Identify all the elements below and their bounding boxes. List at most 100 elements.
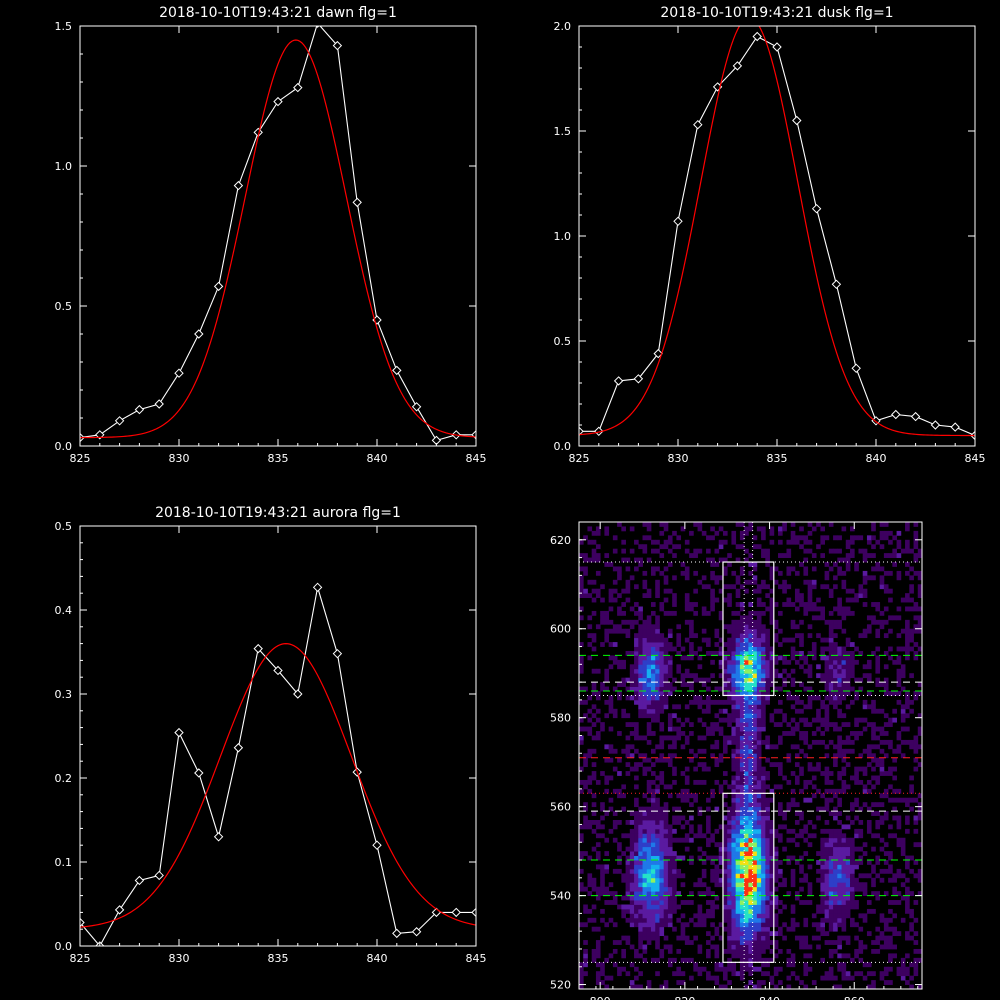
heatmap-cell [756,766,762,772]
heatmap-cell [629,811,635,816]
heatmap-cell [833,686,838,692]
heatmap-cell [727,900,732,905]
heatmap-cell [646,846,652,852]
heatmap-cell [655,940,660,945]
heatmap-cell [689,793,694,799]
heatmap-cell [591,579,597,585]
heatmap-cell [756,646,762,652]
heatmap-cell [689,802,694,808]
heatmap-cell [706,726,711,732]
heatmap-cell [591,775,597,781]
heatmap-cell [646,819,652,825]
heatmap-cell [765,913,770,919]
heatmap-cell [655,971,660,977]
heatmap-cell [875,895,881,901]
heatmap-cell [773,673,779,679]
heatmap-cell [655,744,660,750]
heatmap-cell [680,722,686,727]
heatmap-cell [655,931,660,937]
heatmap-cell [722,699,728,705]
heatmap-cell [612,566,618,572]
heatmap-cell [655,548,660,554]
heatmap-cell [888,957,893,963]
heatmap-cell [879,610,885,616]
heatmap-cell [888,953,893,959]
heatmap-cell [854,833,859,839]
heatmap-cell [672,597,677,603]
heatmap-cell [841,953,847,959]
heatmap-cell [659,877,665,883]
heatmap-cell [663,677,669,683]
heatmap-cell [828,966,834,972]
heatmap-cell [583,922,588,928]
heatmap-cell [900,882,906,888]
heatmap-cell [587,908,593,914]
heatmap-cell [583,713,588,719]
heatmap-cell [773,940,779,945]
heatmap-cell [727,828,732,834]
heatmap-cell [638,900,643,905]
heatmap-cell [862,891,868,896]
heatmap-cell [701,891,707,896]
heatmap-cell [888,588,893,594]
heatmap-cell [667,664,673,670]
heatmap-cell [655,713,660,719]
heatmap-cell [697,891,703,896]
x-tick-label: 840 [367,452,388,465]
heatmap-cell [773,917,779,923]
heatmap-cell [845,539,851,545]
heatmap-cell [765,739,770,745]
heatmap-cell [773,873,779,879]
heatmap-cell [913,642,919,647]
heatmap-cell [811,775,817,781]
heatmap-cell [714,962,720,968]
heatmap-cell [718,877,724,883]
heatmap-cell [803,966,809,972]
heatmap-cell [866,931,872,937]
heatmap-cell [913,860,919,865]
heatmap-cell [892,944,897,950]
heatmap-cell [794,726,800,732]
heatmap-cell [803,739,809,745]
heatmap-cell [731,668,737,674]
heatmap-cell [718,686,724,692]
y-tick-label: 580 [550,712,571,725]
heatmap-cell [837,904,842,910]
heatmap-cell [744,864,749,870]
heatmap-cell [672,739,677,745]
heatmap-cell [650,762,656,768]
heatmap-cell [761,846,766,852]
heatmap-cell [591,904,597,910]
heatmap-cell [672,646,677,652]
heatmap-cell [735,593,741,599]
heatmap-cell [655,855,660,861]
heatmap-cell [739,682,745,687]
heatmap-cell [845,557,851,563]
heatmap-cell [744,699,749,705]
heatmap-cell [773,868,779,874]
data-point [352,197,362,208]
heatmap-cell [727,948,732,954]
heatmap-cell [739,846,745,852]
heatmap-cell [634,873,639,879]
heatmap-cell [735,771,741,776]
data-line [80,26,476,442]
heatmap-cell [756,615,762,621]
heatmap-cell [782,655,787,661]
heatmap-cell [735,619,741,625]
heatmap-cell [820,646,825,652]
heatmap-cell [786,731,792,736]
heatmap-cell [824,766,830,772]
heatmap-cell [862,633,868,639]
heatmap-cell [811,553,817,558]
heatmap-cell [748,926,754,932]
heatmap-cell [761,788,766,794]
heatmap-cell [591,882,597,888]
heatmap-cell [608,664,614,670]
heatmap-cell [655,788,660,794]
heatmap-cell [900,917,906,923]
heatmap-cell [841,877,847,883]
heatmap-cell [646,766,652,772]
heatmap-cell [773,971,779,977]
heatmap-cell [663,855,669,861]
